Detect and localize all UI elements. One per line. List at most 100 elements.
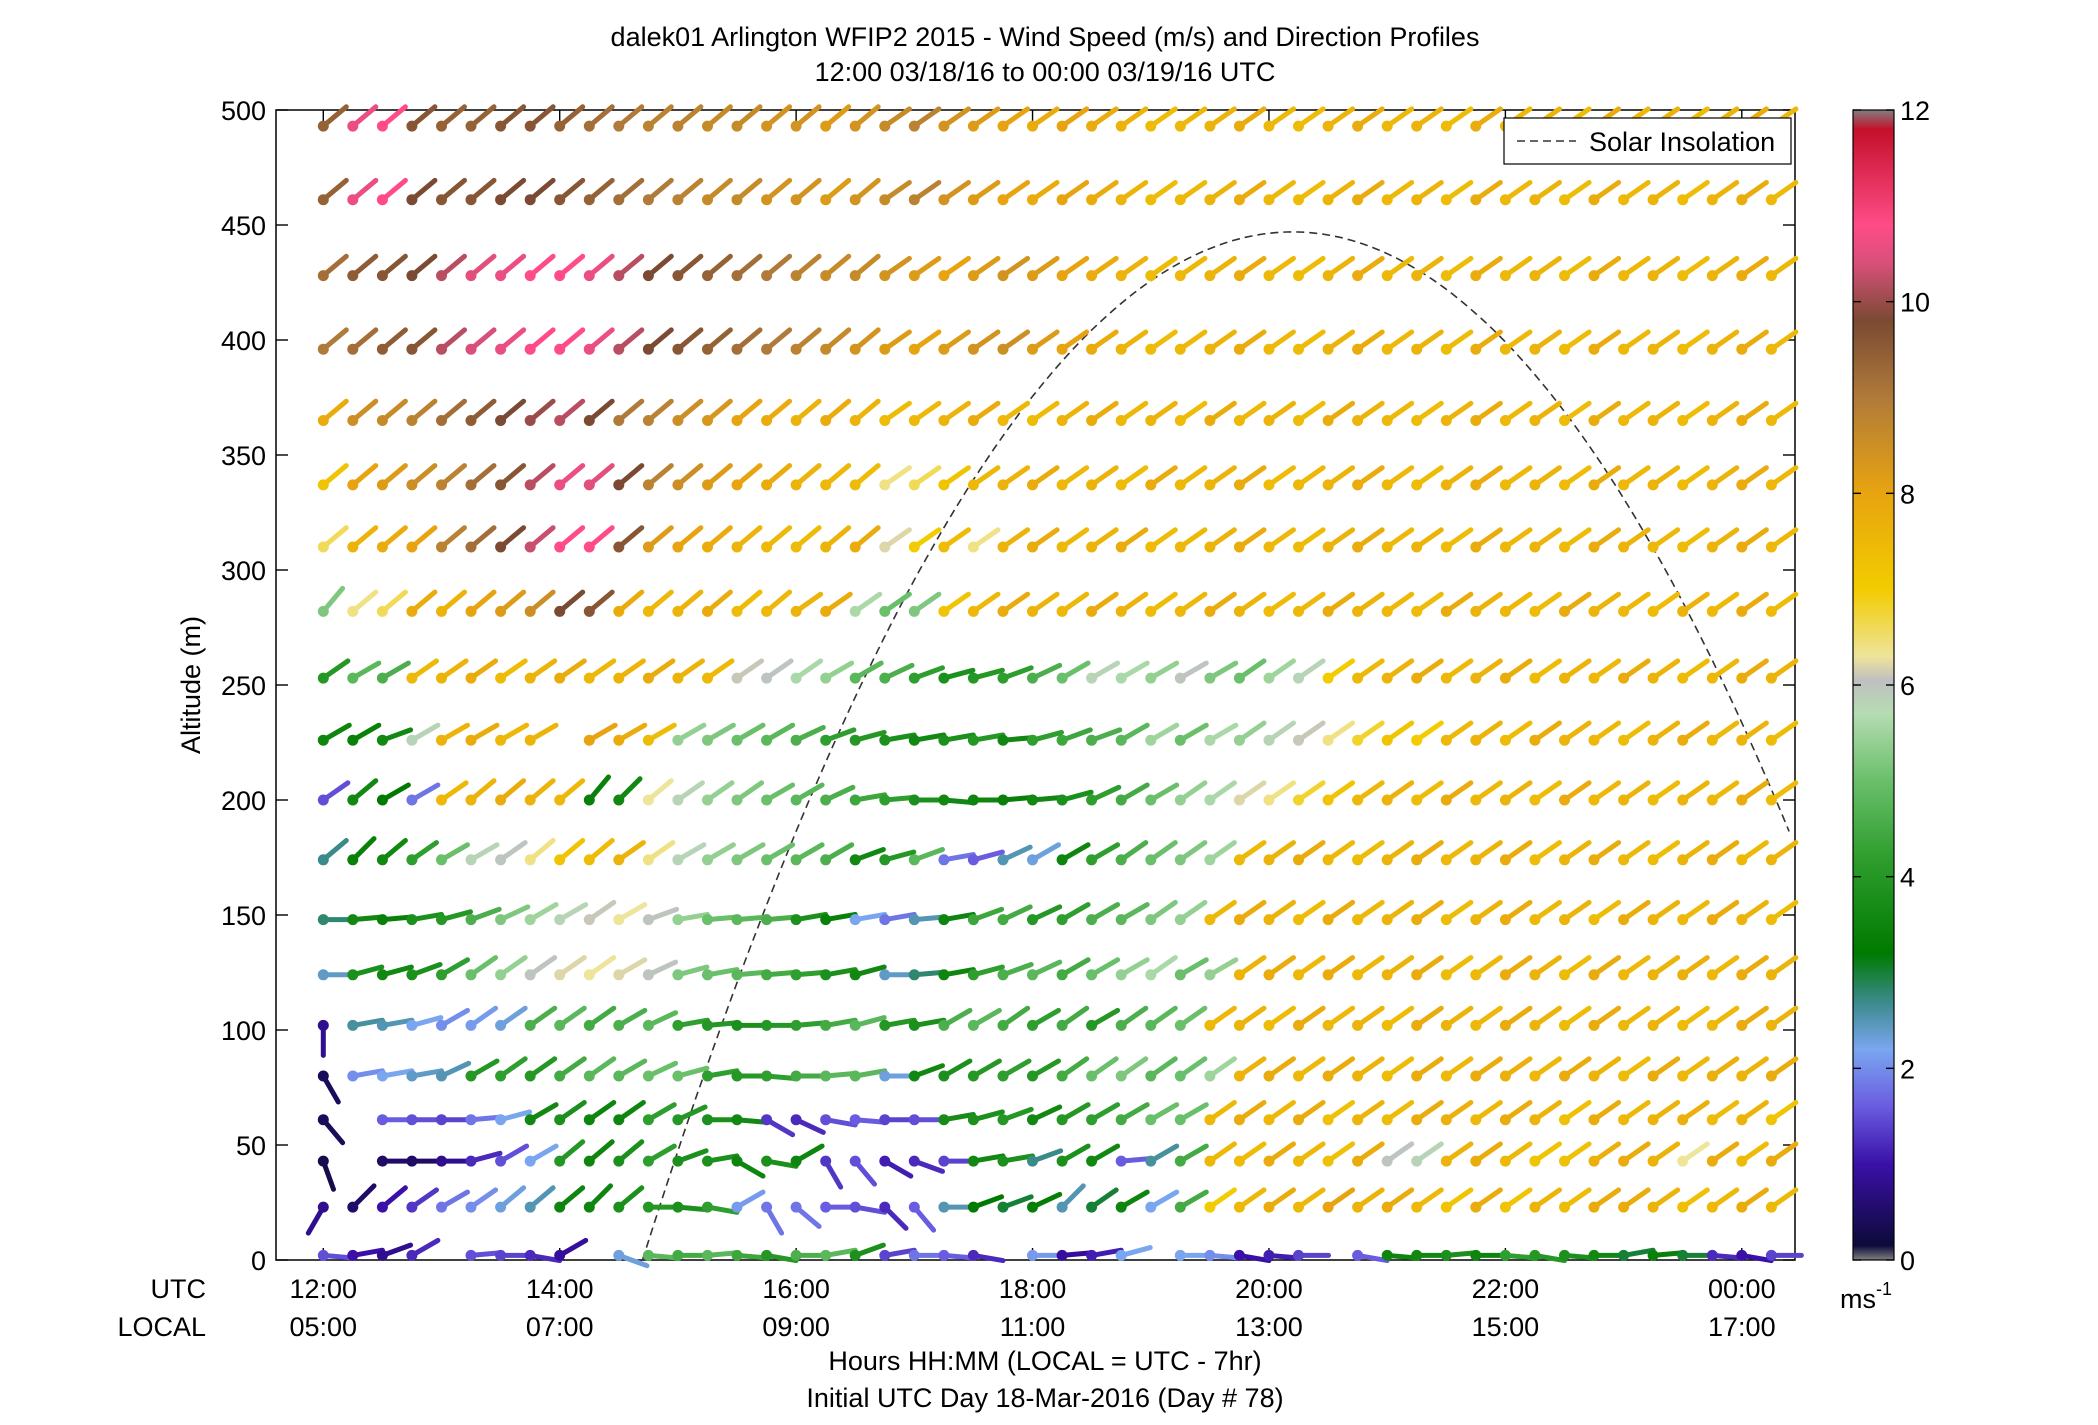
wind-barb-dot [347, 1201, 359, 1213]
wind-barb-dot [1618, 1201, 1630, 1213]
wind-barb-dot [1115, 605, 1127, 617]
wind-barb-dot [1263, 541, 1275, 553]
wind-barb-dot [347, 415, 359, 426]
wind-barb-dot [1352, 1019, 1364, 1031]
wind-barb-dot [613, 914, 625, 926]
wind-barb-dot [1706, 1155, 1718, 1167]
wind-barb-dot [583, 854, 595, 866]
wind-barb-dot [1263, 415, 1275, 426]
wind-barb-dot [967, 794, 979, 806]
wind-barb-dot [1056, 270, 1068, 282]
wind-barb-dot [1381, 969, 1393, 981]
wind-barb-dot [1115, 1201, 1127, 1213]
wind-barb-dot [495, 734, 507, 746]
wind-barb-dot [1322, 343, 1334, 355]
wind-barb-dot [1470, 1070, 1482, 1082]
wind-barb-dot [1588, 194, 1600, 206]
wind-barb-dot [1027, 415, 1038, 426]
wind-barb-dot [761, 1114, 773, 1126]
wind-barb-dot [1618, 854, 1630, 866]
wind-barb-dot [583, 415, 595, 426]
wind-barb-dot [938, 854, 950, 866]
wind-barb-dot [1440, 605, 1452, 617]
wind-barb-dot [1204, 415, 1216, 426]
wind-barb-dot [583, 734, 595, 746]
wind-barb-dot [1263, 914, 1275, 926]
wind-barb-dot [613, 1201, 625, 1213]
wind-barb-dot [642, 541, 654, 553]
wind-barb-dot [1233, 605, 1245, 617]
wind-barb-dot [1736, 1201, 1748, 1213]
x-tick-label-local: 05:00 [289, 1312, 357, 1342]
wind-barb-dot [731, 854, 743, 866]
wind-barb-dot [1588, 1249, 1600, 1261]
wind-barb-dot [731, 672, 743, 684]
wind-barb-dot [1499, 541, 1511, 553]
wind-barb-dot [1352, 1114, 1364, 1126]
wind-barb-dot [1056, 1155, 1068, 1167]
y-tick-label: 50 [236, 1131, 266, 1161]
wind-barb-dot [1381, 914, 1393, 926]
wind-barb-dot [465, 969, 477, 981]
wind-barb-dot [1027, 914, 1038, 926]
wind-barb-dot [967, 1201, 979, 1213]
wind-barb-dot [1677, 605, 1689, 617]
wind-barb-dot [1204, 1155, 1216, 1167]
x-tick-label-utc: 20:00 [1235, 1274, 1303, 1304]
wind-barb-dot [1411, 969, 1423, 981]
wind-barb-dot [583, 1019, 595, 1031]
wind-barb-dot [406, 969, 418, 981]
wind-barb-dot [938, 794, 950, 806]
wind-barb-dot [967, 914, 979, 926]
wind-barb-dot [1647, 479, 1659, 491]
wind-barb-dot [1677, 672, 1689, 684]
wind-barb-dot [1529, 1249, 1541, 1261]
wind-barb-dot [583, 969, 595, 981]
colorbar-tick-label: 6 [1900, 671, 1915, 701]
wind-barb-dot [1765, 672, 1777, 684]
wind-barb-dot [347, 734, 359, 746]
wind-barb-dot [1027, 194, 1038, 206]
wind-barb-dot [1677, 541, 1689, 553]
wind-barb-dot [1706, 1019, 1718, 1031]
wind-barb-dot [524, 794, 536, 806]
wind-barb-dot [820, 914, 832, 926]
wind-barb-dot [554, 914, 566, 926]
wind-barb-dot [1263, 1249, 1275, 1261]
wind-barb-dot [317, 541, 329, 553]
wind-barb-dot [1174, 734, 1186, 746]
wind-barb-dot [1233, 1019, 1245, 1031]
wind-barb-dot [790, 194, 802, 206]
wind-barb-dot [1470, 120, 1482, 132]
wind-barb-dot [406, 194, 418, 206]
wind-barb-dot [1765, 1019, 1777, 1031]
wind-barb-dot [376, 1201, 388, 1213]
colorbar-tick-label: 0 [1900, 1246, 1915, 1276]
wind-barb-dot [1352, 479, 1364, 491]
y-tick-label: 0 [251, 1246, 266, 1276]
wind-barb-dot [1411, 270, 1423, 282]
wind-barb-dot [406, 270, 418, 282]
wind-barb-dot [1765, 794, 1777, 806]
wind-barb-dot [938, 1019, 950, 1031]
wind-barb-dot [376, 541, 388, 553]
wind-barb-dot [1647, 1155, 1659, 1167]
colorbar-tick-label: 10 [1900, 288, 1930, 318]
wind-barb-dot [347, 343, 359, 355]
wind-barb-dot [1145, 343, 1157, 355]
wind-barb-dot [702, 1019, 713, 1031]
wind-barb-dot [1411, 1249, 1423, 1261]
wind-barb-dot [761, 1249, 773, 1261]
wind-barb-dot [702, 194, 713, 206]
wind-barb-dot [376, 1019, 388, 1031]
wind-barb-dot [1263, 854, 1275, 866]
wind-barb-dot [672, 605, 684, 617]
wind-barb-dot [1086, 1114, 1098, 1126]
wind-barb-dot [908, 969, 920, 981]
wind-barb-dot [1233, 734, 1245, 746]
x-tick-label-local: 15:00 [1472, 1312, 1540, 1342]
wind-barb-dot [554, 270, 566, 282]
wind-barb-dot [1499, 1201, 1511, 1213]
wind-barb-dot [1027, 734, 1038, 746]
wind-barb-dot [761, 794, 773, 806]
